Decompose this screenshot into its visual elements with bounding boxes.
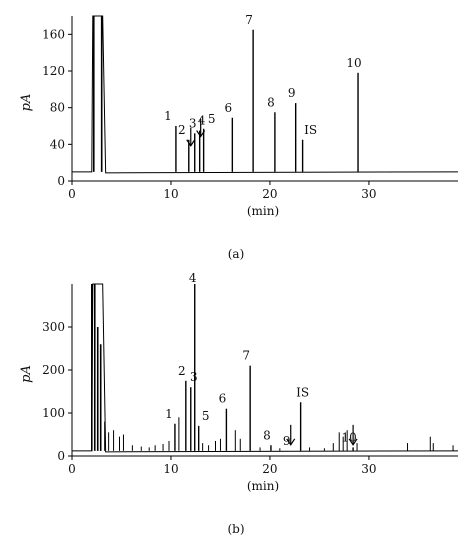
y-tick-label: 200: [42, 363, 65, 377]
x-tick-label: 0: [68, 187, 76, 201]
peak-label: 8: [263, 428, 271, 442]
panel-caption: (b): [227, 522, 244, 536]
x-tick-label: 30: [361, 187, 376, 201]
peak-label: 7: [242, 349, 250, 363]
y-tick-label: 120: [42, 64, 65, 78]
y-axis-label: pA: [19, 94, 34, 112]
chromatogram-panel-a: 0 40 80 120 160 0 10 20 30 (min) pA (a) 12 3 4 56 7 89 IS 1…: [19, 13, 459, 261]
x-tick-label: 20: [262, 462, 277, 476]
arrow-head: [286, 438, 296, 446]
x-tick-label: 10: [163, 462, 178, 476]
arrow-head: [348, 438, 358, 446]
x-tick-label: 20: [262, 187, 277, 201]
peak-label: 6: [225, 101, 233, 115]
peak-label: IS: [304, 123, 317, 137]
peak-label: 8: [267, 95, 275, 109]
peak-label: 3: [190, 370, 198, 384]
peak-label: IS: [296, 385, 309, 399]
x-tick-label: 10: [163, 187, 178, 201]
peak-label: 4: [198, 114, 206, 128]
y-tick-label: 0: [57, 174, 65, 188]
arrow-head: [196, 130, 206, 138]
y-tick-label: 80: [50, 101, 65, 115]
peak-label: 2: [178, 123, 186, 137]
x-tick-label: 0: [68, 462, 76, 476]
arrow-head: [186, 139, 196, 147]
y-tick-label: 100: [42, 406, 65, 420]
peak-label: 7: [245, 13, 253, 27]
peak-label: 9: [283, 434, 291, 448]
x-tick-label: 30: [361, 462, 376, 476]
x-axis-label: (min): [247, 204, 279, 218]
peak-label: 4: [189, 271, 197, 285]
baseline-trace: [72, 283, 459, 453]
panel-caption: (a): [228, 247, 245, 261]
y-tick-label: 40: [50, 137, 65, 151]
y-tick-label: 300: [42, 320, 65, 334]
baseline-trace: [72, 15, 459, 174]
peak-label: 1: [165, 407, 173, 421]
peak-label: 5: [202, 409, 210, 423]
peak-label: 1: [164, 109, 172, 123]
peak-label: 3: [189, 116, 197, 130]
y-tick-label: 160: [42, 27, 65, 41]
peak-label: 2: [178, 364, 186, 378]
peak-label: 10: [346, 56, 361, 70]
peak-label: 5: [208, 112, 216, 126]
peak-label: 6: [219, 392, 227, 406]
x-axis-label: (min): [247, 479, 279, 493]
peak-label: 9: [288, 86, 296, 100]
y-tick-label: 0: [57, 449, 65, 463]
y-axis-label: pA: [19, 365, 34, 383]
